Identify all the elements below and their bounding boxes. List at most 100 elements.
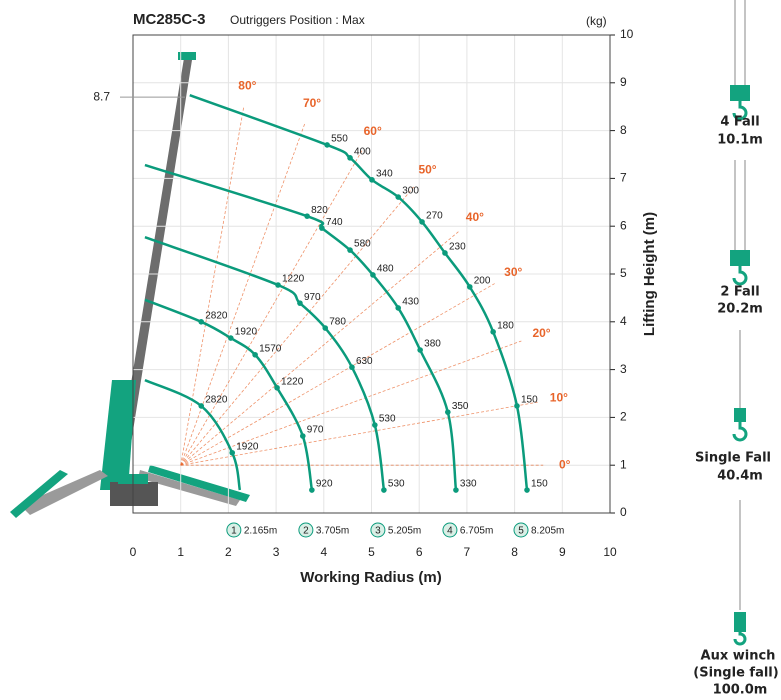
- load-label: 350: [452, 401, 469, 412]
- angle-label: 80°: [238, 78, 256, 92]
- angle-line: [180, 107, 245, 466]
- load-point: [252, 351, 258, 358]
- hook-name: 2 Fall: [720, 285, 759, 300]
- load-point: [466, 284, 473, 290]
- crane-illustration: [10, 52, 250, 518]
- chart-subtitle: Outriggers Position : Max: [230, 13, 365, 27]
- legend-number: 4: [447, 526, 453, 537]
- legend-marker: [370, 522, 386, 538]
- load-label: 430: [402, 297, 419, 308]
- y-tick-label: 1: [620, 457, 627, 471]
- load-point: [524, 487, 530, 493]
- load-point: [274, 384, 280, 391]
- y-tick-label: 5: [620, 266, 627, 280]
- hook-name: 4 Fall: [720, 115, 759, 130]
- y-tick-label: 3: [620, 362, 627, 376]
- load-point: [369, 177, 375, 183]
- y-tick-label: 6: [620, 218, 627, 232]
- legend-number: 1: [231, 526, 237, 537]
- load-label: 780: [329, 317, 346, 328]
- load-point: [227, 335, 234, 341]
- hook-illustrations: [730, 0, 750, 646]
- plot-frame: [132, 34, 611, 514]
- load-point: [324, 142, 330, 148]
- load-label: 820: [311, 205, 328, 216]
- angle-label: 70°: [303, 96, 321, 110]
- angle-line: [180, 186, 415, 466]
- chart-title: MC285C-3: [133, 11, 206, 28]
- load-point: [445, 409, 451, 415]
- load-label: 300: [402, 186, 419, 197]
- load-label: 1570: [259, 343, 282, 354]
- load-point: [442, 250, 448, 256]
- load-point: [381, 487, 387, 493]
- load-label: 150: [531, 479, 548, 490]
- angle-label: 30°: [504, 265, 522, 279]
- load-label: 480: [377, 264, 394, 275]
- load-point: [304, 213, 310, 219]
- load-label: 1220: [282, 274, 305, 285]
- load-point: [198, 319, 205, 325]
- load-label: 2820: [205, 395, 228, 406]
- hook-value: 10.1m: [717, 133, 763, 148]
- legend-number: 2: [303, 526, 309, 537]
- load-point: [347, 247, 353, 253]
- load-point: [300, 433, 306, 439]
- y-tick-label: 2: [620, 410, 627, 424]
- load-arc: [144, 378, 242, 491]
- angle-label: 50°: [418, 163, 436, 177]
- load-label: 400: [354, 146, 371, 157]
- load-label: 270: [426, 211, 443, 222]
- load-label: 180: [497, 320, 514, 331]
- load-label: 330: [460, 479, 477, 490]
- load-label: 1920: [236, 441, 259, 452]
- angle-line: [180, 340, 522, 466]
- load-label: 380: [424, 339, 441, 350]
- load-point: [275, 282, 281, 288]
- legend-marker: [513, 522, 529, 538]
- load-point: [198, 403, 205, 409]
- hook-name: Single Fall: [695, 451, 771, 466]
- legend-label: 8.205m: [531, 526, 564, 537]
- hook-value: 100.0m: [713, 683, 768, 698]
- y-tick-label: 4: [620, 314, 627, 328]
- load-label: 550: [331, 134, 348, 145]
- x-tick-label: 1: [177, 545, 184, 559]
- legend-marker: [442, 522, 458, 538]
- x-tick-label: 3: [273, 545, 280, 559]
- load-point: [514, 403, 520, 409]
- load-point: [395, 194, 402, 200]
- x-tick-label: 10: [603, 545, 617, 559]
- load-point: [322, 325, 329, 331]
- hook-value: 40.4m: [717, 469, 763, 484]
- x-tick-label: 4: [320, 545, 327, 559]
- y-tick-label: 7: [620, 171, 627, 185]
- legend-marker: [226, 522, 242, 538]
- y-tick-label: 8: [620, 123, 627, 137]
- angle-line: [180, 401, 538, 466]
- x-tick-label: 6: [416, 545, 423, 559]
- load-label: 2820: [205, 310, 228, 321]
- load-label: 530: [388, 479, 405, 490]
- legend-marker: [298, 522, 314, 538]
- y-tick-label: 9: [620, 75, 627, 89]
- x-tick-label: 2: [225, 545, 232, 559]
- x-tick-label: 9: [559, 545, 566, 559]
- legend-label: 5.205m: [388, 526, 421, 537]
- load-arc: [144, 163, 458, 491]
- load-label: 1220: [281, 376, 304, 387]
- y-tick-label: 0: [620, 505, 627, 519]
- y-tick-label: 10: [620, 27, 634, 41]
- load-point: [395, 305, 402, 311]
- load-point: [229, 449, 236, 456]
- load-point: [372, 422, 378, 428]
- angle-label: 20°: [532, 326, 550, 340]
- load-point: [490, 329, 496, 335]
- load-point: [309, 487, 315, 493]
- load-point: [347, 155, 353, 161]
- legend-label: 6.705m: [460, 526, 493, 537]
- x-tick-label: 0: [130, 545, 137, 559]
- load-label: 920: [316, 479, 333, 490]
- unit-label: (kg): [586, 14, 607, 28]
- angle-line: [180, 283, 495, 466]
